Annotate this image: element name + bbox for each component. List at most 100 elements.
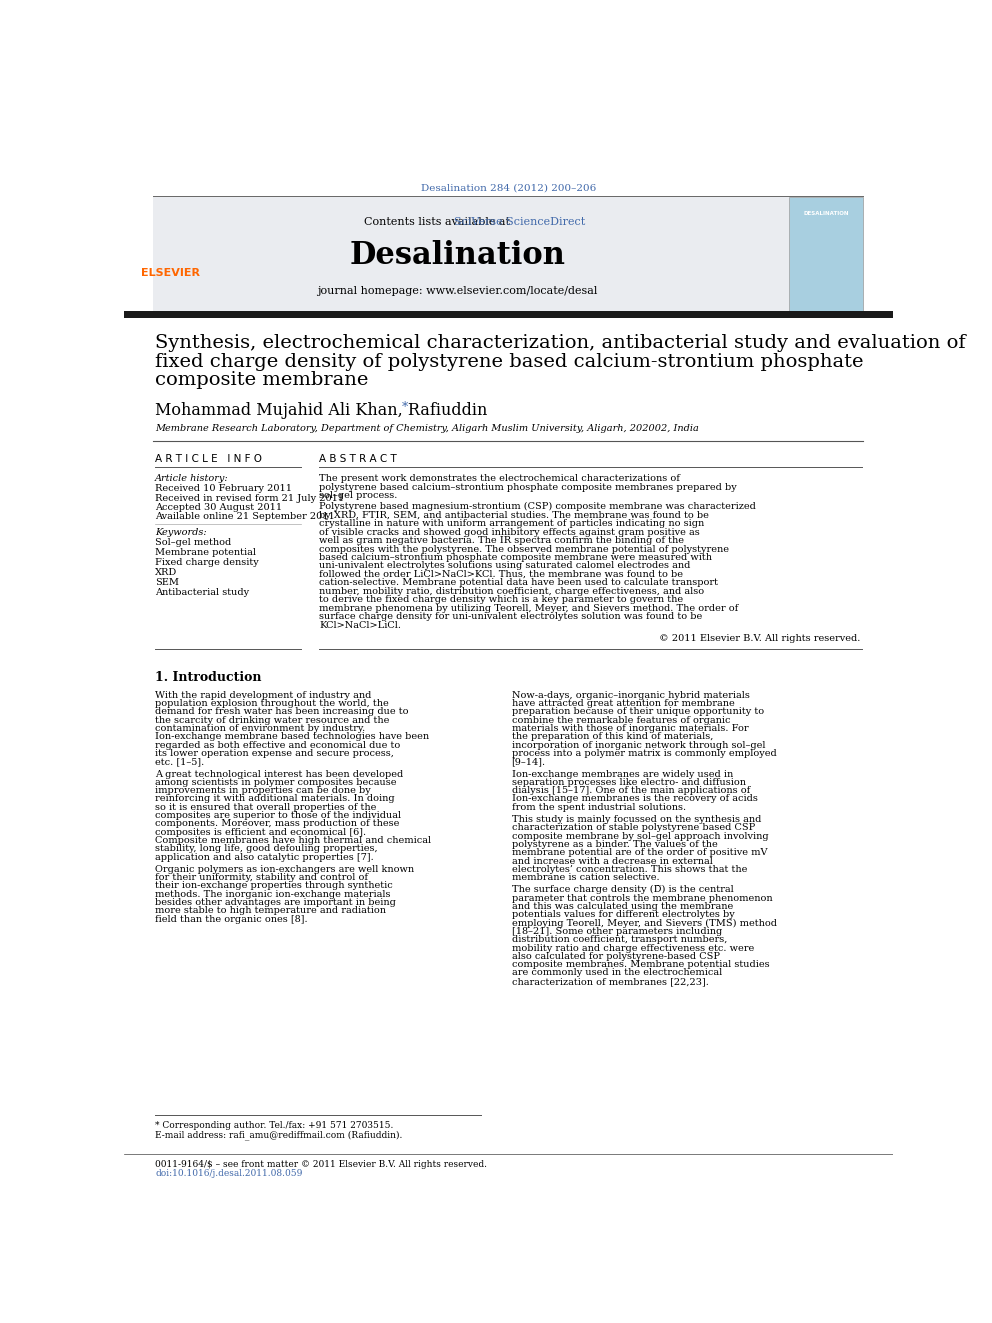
Text: based calcium–strontium phosphate composite membrane were measured with: based calcium–strontium phosphate compos… (319, 553, 712, 562)
Text: stability, long life, good defouling properties,: stability, long life, good defouling pro… (155, 844, 378, 853)
Text: With the rapid development of industry and: With the rapid development of industry a… (155, 691, 371, 700)
Text: the preparation of this kind of materials,: the preparation of this kind of material… (512, 733, 713, 741)
Text: Available online 21 September 2011: Available online 21 September 2011 (155, 512, 334, 521)
Text: to derive the fixed charge density which is a key parameter to govern the: to derive the fixed charge density which… (319, 595, 683, 605)
Text: Ion-exchange membrane based technologies have been: Ion-exchange membrane based technologies… (155, 733, 430, 741)
Text: The present work demonstrates the electrochemical characterizations of: The present work demonstrates the electr… (319, 475, 681, 483)
Text: Ion-exchange membranes are widely used in: Ion-exchange membranes are widely used i… (512, 770, 733, 778)
Text: membrane is cation selective.: membrane is cation selective. (512, 873, 659, 882)
Text: process into a polymer matrix is commonly employed: process into a polymer matrix is commonl… (512, 749, 777, 758)
Text: dialysis [15–17]. One of the main applications of: dialysis [15–17]. One of the main applic… (512, 786, 750, 795)
Text: Fixed charge density: Fixed charge density (155, 558, 259, 568)
Text: A great technological interest has been developed: A great technological interest has been … (155, 770, 404, 778)
Text: Desalination 284 (2012) 200–206: Desalination 284 (2012) 200–206 (421, 184, 596, 192)
Text: number, mobility ratio, distribution coefficient, charge effectiveness, and also: number, mobility ratio, distribution coe… (319, 587, 704, 595)
Text: composite membrane: composite membrane (155, 372, 368, 389)
Text: © 2011 Elsevier B.V. All rights reserved.: © 2011 Elsevier B.V. All rights reserved… (659, 634, 860, 643)
Text: distribution coefficient, transport numbers,: distribution coefficient, transport numb… (512, 935, 727, 945)
Text: DESALINATION: DESALINATION (804, 212, 849, 216)
Text: SEM: SEM (155, 578, 179, 587)
Text: membrane potential are of the order of positive mV: membrane potential are of the order of p… (512, 848, 767, 857)
Text: field than the organic ones [8].: field than the organic ones [8]. (155, 914, 308, 923)
Text: composite membranes. Membrane potential studies: composite membranes. Membrane potential … (512, 960, 769, 970)
Text: ELSEVIER: ELSEVIER (141, 267, 200, 278)
Text: and this was calculated using the membrane: and this was calculated using the membra… (512, 902, 733, 912)
Text: 1. Introduction: 1. Introduction (155, 671, 262, 684)
Text: Now-a-days, organic–inorganic hybrid materials: Now-a-days, organic–inorganic hybrid mat… (512, 691, 749, 700)
Text: of visible cracks and showed good inhibitory effects against gram positive as: of visible cracks and showed good inhibi… (319, 528, 700, 537)
Text: The surface charge density (D̅) is the central: The surface charge density (D̅) is the c… (512, 885, 733, 894)
Text: by XRD, FTIR, SEM, and antibacterial studies. The membrane was found to be: by XRD, FTIR, SEM, and antibacterial stu… (319, 511, 709, 520)
Text: Ion-exchange membranes is the recovery of acids: Ion-exchange membranes is the recovery o… (512, 795, 757, 803)
Text: * Corresponding author. Tel./fax: +91 571 2703515.: * Corresponding author. Tel./fax: +91 57… (155, 1122, 394, 1130)
Text: materials with those of inorganic materials. For: materials with those of inorganic materi… (512, 724, 748, 733)
Text: [18–21]. Some other parameters including: [18–21]. Some other parameters including (512, 927, 722, 935)
Text: Synthesis, electrochemical characterization, antibacterial study and evaluation : Synthesis, electrochemical characterizat… (155, 335, 965, 352)
Text: its lower operation expense and secure process,: its lower operation expense and secure p… (155, 749, 394, 758)
Text: crystalline in nature with uniform arrangement of particles indicating no sign: crystalline in nature with uniform arran… (319, 519, 704, 528)
Text: Polystyrene based magnesium-strontium (CSP) composite membrane was characterized: Polystyrene based magnesium-strontium (C… (319, 503, 756, 511)
Text: composites are superior to those of the individual: composites are superior to those of the … (155, 811, 401, 820)
Text: doi:10.1016/j.desal.2011.08.059: doi:10.1016/j.desal.2011.08.059 (155, 1170, 303, 1177)
Text: potentials values for different electrolytes by: potentials values for different electrol… (512, 910, 734, 919)
Text: their ion-exchange properties through synthetic: their ion-exchange properties through sy… (155, 881, 393, 890)
Text: have attracted great attention for membrane: have attracted great attention for membr… (512, 699, 734, 708)
Text: application and also catalytic properties [7].: application and also catalytic propertie… (155, 853, 374, 861)
Text: methods. The inorganic ion-exchange materials: methods. The inorganic ion-exchange mate… (155, 890, 391, 898)
Text: among scientists in polymer composites because: among scientists in polymer composites b… (155, 778, 397, 787)
Text: besides other advantages are important in being: besides other advantages are important i… (155, 898, 396, 908)
Text: sol–gel process.: sol–gel process. (319, 491, 398, 500)
Text: Organic polymers as ion-exchangers are well known: Organic polymers as ion-exchangers are w… (155, 865, 414, 875)
Text: Article history:: Article history: (155, 475, 228, 483)
Text: for their uniformity, stability and control of: for their uniformity, stability and cont… (155, 873, 368, 882)
Text: so it is ensured that overall properties of the: so it is ensured that overall properties… (155, 803, 376, 812)
Text: journal homepage: www.elsevier.com/locate/desal: journal homepage: www.elsevier.com/locat… (317, 286, 597, 296)
Text: KCl>NaCl>LiCl.: KCl>NaCl>LiCl. (319, 620, 402, 630)
Text: population explosion throughout the world, the: population explosion throughout the worl… (155, 699, 389, 708)
Text: the scarcity of drinking water resource and the: the scarcity of drinking water resource … (155, 716, 390, 725)
Text: more stable to high temperature and radiation: more stable to high temperature and radi… (155, 906, 386, 916)
Bar (789, 197, 863, 311)
Text: also calculated for polystyrene-based CSP: also calculated for polystyrene-based CS… (512, 951, 719, 960)
Text: reinforcing it with additional materials. In doing: reinforcing it with additional materials… (155, 795, 395, 803)
Text: uni-univalent electrolytes solutions using saturated calomel electrodes and: uni-univalent electrolytes solutions usi… (319, 561, 690, 570)
Text: mobility ratio and charge effectiveness etc. were: mobility ratio and charge effectiveness … (512, 943, 754, 953)
Text: *: * (402, 401, 408, 414)
Text: composite membrane by sol–gel approach involving: composite membrane by sol–gel approach i… (512, 832, 768, 840)
Text: Received in revised form 21 July 2011: Received in revised form 21 July 2011 (155, 493, 344, 503)
Text: SciVerse ScienceDirect: SciVerse ScienceDirect (454, 217, 585, 226)
Text: Sol–gel method: Sol–gel method (155, 538, 231, 548)
Text: incorporation of inorganic network through sol–gel: incorporation of inorganic network throu… (512, 741, 765, 750)
Text: membrane phenomena by utilizing Teorell, Meyer, and Sievers method. The order of: membrane phenomena by utilizing Teorell,… (319, 603, 739, 613)
Text: Composite membranes have high thermal and chemical: Composite membranes have high thermal an… (155, 836, 432, 845)
Text: [9–14].: [9–14]. (512, 757, 546, 766)
Text: well as gram negative bacteria. The IR spectra confirm the binding of the: well as gram negative bacteria. The IR s… (319, 536, 684, 545)
Text: Contents lists available at: Contents lists available at (364, 217, 514, 226)
Text: polystyrene as a binder. The values of the: polystyrene as a binder. The values of t… (512, 840, 717, 849)
Text: Accepted 30 August 2011: Accepted 30 August 2011 (155, 503, 282, 512)
Text: demand for fresh water has been increasing due to: demand for fresh water has been increasi… (155, 708, 409, 717)
Text: A B S T R A C T: A B S T R A C T (319, 454, 397, 464)
Text: A R T I C L E   I N F O: A R T I C L E I N F O (155, 454, 262, 464)
Text: Membrane potential: Membrane potential (155, 548, 256, 557)
Text: combine the remarkable features of organic: combine the remarkable features of organ… (512, 716, 730, 725)
Text: E-mail address: rafi_amu@rediffmail.com (Rafiuddin).: E-mail address: rafi_amu@rediffmail.com … (155, 1130, 403, 1140)
Text: separation processes like electro- and diffusion: separation processes like electro- and d… (512, 778, 746, 787)
Text: composites with the polystyrene. The observed membrane potential of polystyrene: composites with the polystyrene. The obs… (319, 545, 729, 553)
Text: and increase with a decrease in external: and increase with a decrease in external (512, 856, 712, 865)
Text: are commonly used in the electrochemical: are commonly used in the electrochemical (512, 968, 722, 978)
Text: employing Teorell, Meyer, and Sievers (TMS) method: employing Teorell, Meyer, and Sievers (T… (512, 918, 777, 927)
Bar (154, 197, 789, 311)
Text: polystyrene based calcium–strontium phosphate composite membranes prepared by: polystyrene based calcium–strontium phos… (319, 483, 737, 492)
Text: regarded as both effective and economical due to: regarded as both effective and economica… (155, 741, 400, 750)
Text: Received 10 February 2011: Received 10 February 2011 (155, 484, 292, 493)
Text: components. Moreover, mass production of these: components. Moreover, mass production of… (155, 819, 400, 828)
Text: etc. [1–5].: etc. [1–5]. (155, 757, 204, 766)
Text: XRD: XRD (155, 569, 178, 577)
Text: Mohammad Mujahid Ali Khan, Rafiuddin: Mohammad Mujahid Ali Khan, Rafiuddin (155, 402, 487, 419)
Text: composites is efficient and economical [6].: composites is efficient and economical [… (155, 828, 366, 836)
Text: This study is mainly focussed on the synthesis and: This study is mainly focussed on the syn… (512, 815, 761, 824)
Text: 0011-9164/$ – see front matter © 2011 Elsevier B.V. All rights reserved.: 0011-9164/$ – see front matter © 2011 El… (155, 1160, 487, 1168)
Text: Keywords:: Keywords: (155, 528, 206, 537)
Text: parameter that controls the membrane phenomenon: parameter that controls the membrane phe… (512, 893, 772, 902)
